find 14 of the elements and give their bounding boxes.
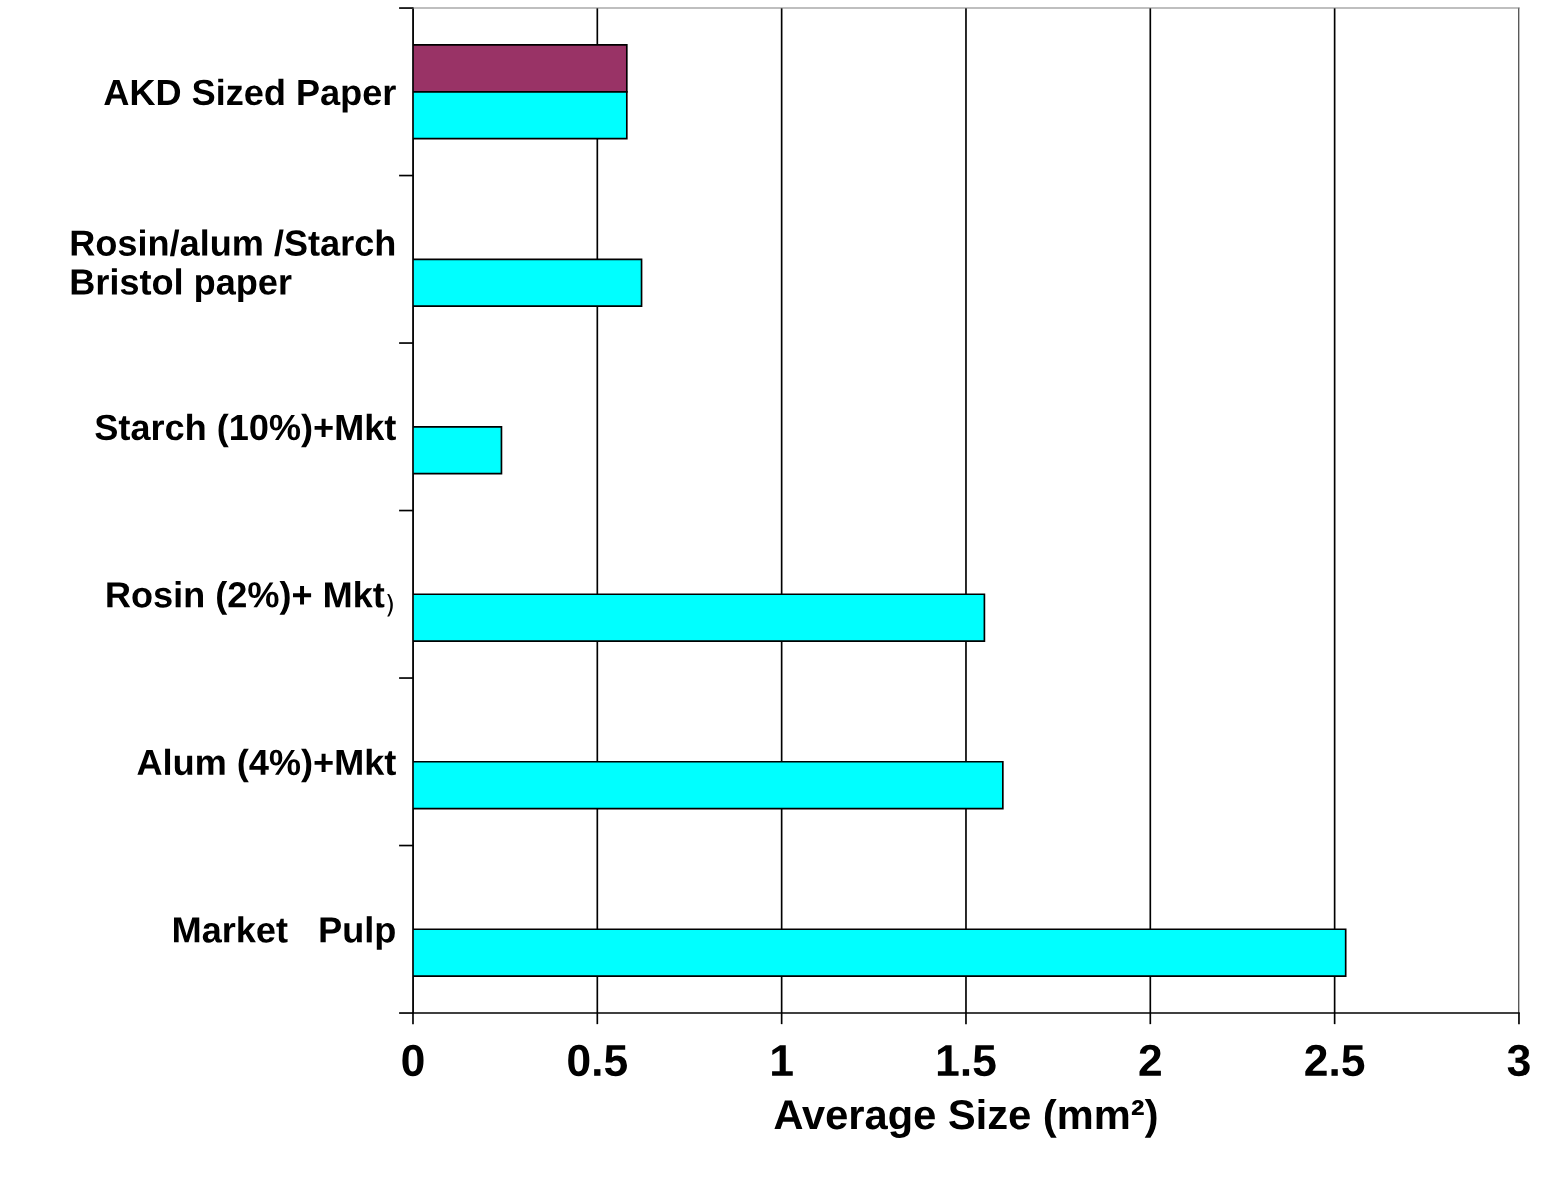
y-tick-label: Starch (10%)+Mkt	[95, 413, 396, 448]
x-tick-label: 3	[1507, 1044, 1530, 1077]
x-tick-label: 0	[402, 1044, 424, 1077]
x-tick-label: 2	[1139, 1044, 1161, 1076]
y-tick-label: Rosin (2%)+ Mkt$_{)}$	[107, 581, 393, 617]
x-tick-label: 1.5	[937, 1045, 996, 1077]
x-tick-label: 0.5	[568, 1044, 627, 1077]
x-tick-label: 2.5	[1305, 1044, 1365, 1077]
y-tick-label: Market Pulp	[174, 916, 395, 950]
x-tick-label: 1	[772, 1045, 793, 1076]
y-tick-label: Rosin/alum /Starch Bristol paper	[71, 229, 395, 302]
x-axis-title: Average Size (mm²)	[774, 1098, 1157, 1138]
y-tick-label: AKD Sized Paper	[104, 78, 396, 113]
y-tick-label: Alum (4%)+Mkt	[137, 748, 396, 783]
